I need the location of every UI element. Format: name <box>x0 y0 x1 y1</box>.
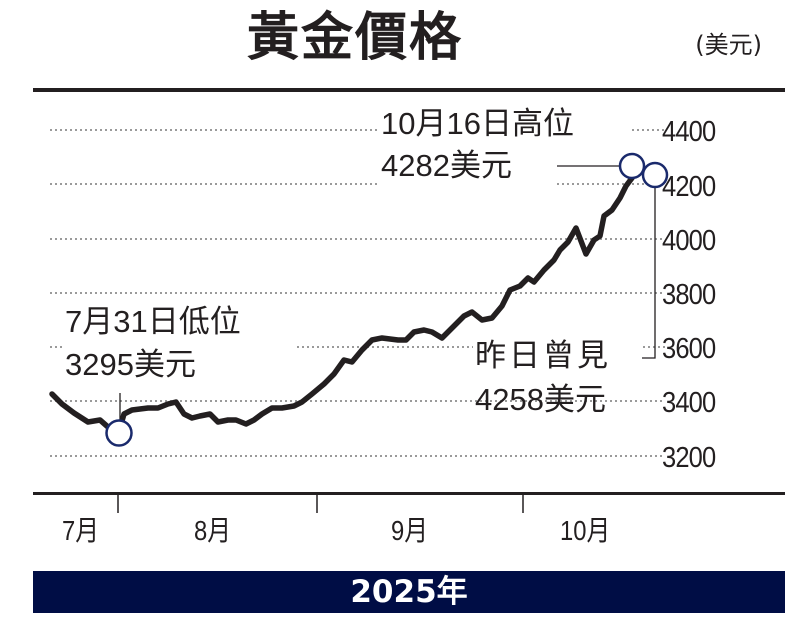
x-axis <box>33 492 785 495</box>
x-tick-jul: 7月 <box>62 515 100 546</box>
low-date-annotation: 7月31日低位 <box>65 304 241 339</box>
latest-label-annotation: 昨日曾見 <box>475 338 611 373</box>
year-banner: 2025年 <box>33 571 785 613</box>
y-tick-4400: 4400 <box>662 116 716 148</box>
x-tick-aug: 8月 <box>194 515 232 546</box>
low-marker <box>105 419 133 447</box>
x-tick-oct: 10月 <box>560 515 611 546</box>
y-tick-3200: 3200 <box>662 442 716 474</box>
low-value-annotation: 3295美元 <box>65 347 196 382</box>
latest-marker <box>641 161 669 189</box>
y-tick-3800: 3800 <box>662 279 716 311</box>
y-tick-3600: 3600 <box>662 333 716 365</box>
unit-label: (美元) <box>695 31 762 59</box>
x-axis-ticks <box>117 495 524 513</box>
latest-value-annotation: 4258美元 <box>475 382 606 417</box>
gridlines <box>50 129 665 457</box>
leader-lines <box>119 165 656 422</box>
high-date-annotation: 10月16日高位 <box>381 106 574 141</box>
y-tick-4200: 4200 <box>662 171 716 203</box>
top-rule <box>33 88 785 92</box>
high-value-annotation: 4282美元 <box>381 148 512 183</box>
high-marker <box>618 152 646 180</box>
y-tick-4000: 4000 <box>662 225 716 257</box>
price-line <box>49 165 639 437</box>
chart-title: 黃金價格 <box>246 8 463 68</box>
y-tick-3400: 3400 <box>662 387 716 419</box>
x-tick-sep: 9月 <box>391 515 429 546</box>
